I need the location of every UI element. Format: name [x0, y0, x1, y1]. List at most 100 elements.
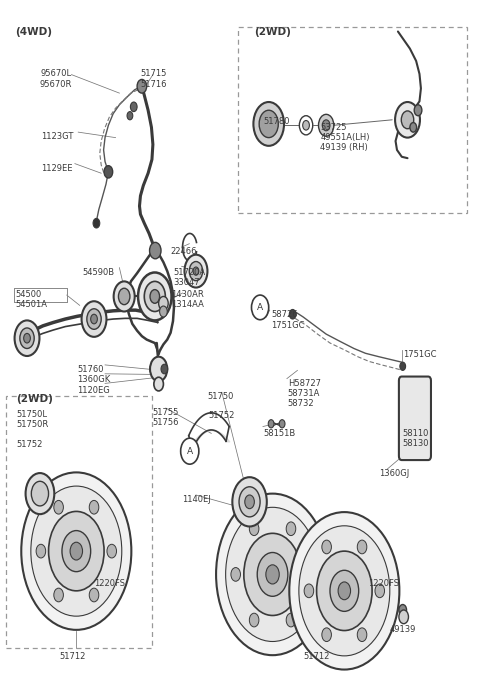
Circle shape	[150, 289, 159, 303]
Circle shape	[357, 540, 367, 554]
Circle shape	[399, 610, 408, 624]
Circle shape	[338, 582, 350, 600]
Text: 1430AR
1314AA: 1430AR 1314AA	[170, 289, 204, 309]
Circle shape	[289, 309, 296, 319]
Text: 95670L
95670R: 95670L 95670R	[39, 69, 72, 88]
Text: 54590B: 54590B	[82, 268, 114, 276]
Circle shape	[54, 588, 63, 602]
Text: (2WD): (2WD)	[254, 27, 291, 37]
Circle shape	[317, 551, 372, 630]
Text: 58110
58130: 58110 58130	[403, 429, 429, 448]
Circle shape	[82, 301, 107, 337]
Circle shape	[107, 544, 117, 558]
Circle shape	[323, 120, 330, 131]
Text: A: A	[257, 303, 263, 312]
Text: 51760
1360GK
1120EG: 51760 1360GK 1120EG	[77, 365, 110, 394]
Circle shape	[89, 500, 99, 514]
Circle shape	[403, 386, 410, 396]
Circle shape	[299, 525, 390, 656]
Circle shape	[131, 102, 137, 112]
Text: 22466: 22466	[170, 247, 197, 256]
Circle shape	[403, 442, 410, 452]
Text: 1220FS: 1220FS	[368, 579, 399, 588]
Circle shape	[231, 567, 240, 581]
Circle shape	[252, 295, 269, 320]
Circle shape	[375, 584, 384, 598]
Circle shape	[249, 522, 259, 536]
Text: 51752: 51752	[16, 440, 42, 449]
Circle shape	[184, 255, 207, 287]
Circle shape	[193, 267, 199, 275]
Circle shape	[300, 116, 313, 135]
Circle shape	[138, 272, 171, 320]
Circle shape	[25, 473, 54, 514]
Text: 51715
51716: 51715 51716	[141, 69, 167, 88]
Circle shape	[319, 115, 334, 137]
Circle shape	[395, 102, 420, 138]
Circle shape	[48, 512, 104, 591]
Text: A: A	[187, 447, 193, 456]
Circle shape	[304, 584, 314, 598]
Circle shape	[127, 112, 133, 120]
Circle shape	[289, 512, 399, 670]
Circle shape	[279, 420, 285, 428]
Circle shape	[14, 320, 39, 356]
Text: 54500
54501A: 54500 54501A	[15, 289, 47, 309]
Text: 1220FS: 1220FS	[94, 579, 125, 588]
Circle shape	[24, 333, 30, 343]
Circle shape	[257, 552, 288, 596]
Circle shape	[20, 328, 34, 348]
Circle shape	[62, 530, 91, 571]
Circle shape	[303, 121, 310, 130]
Circle shape	[245, 495, 254, 509]
Circle shape	[268, 420, 274, 428]
Circle shape	[158, 296, 168, 310]
Circle shape	[232, 477, 267, 526]
Circle shape	[36, 544, 46, 558]
Text: 53725
49551A(LH)
49139 (RH): 53725 49551A(LH) 49139 (RH)	[321, 123, 370, 152]
Circle shape	[410, 123, 417, 132]
Text: 51750: 51750	[208, 392, 234, 401]
Circle shape	[405, 406, 422, 431]
Text: 49139: 49139	[390, 625, 416, 634]
Text: 51712: 51712	[303, 652, 330, 661]
Circle shape	[305, 567, 314, 581]
Bar	[6, 396, 153, 648]
Circle shape	[54, 500, 63, 514]
Circle shape	[244, 533, 301, 615]
FancyBboxPatch shape	[399, 377, 431, 460]
Text: 51780: 51780	[263, 117, 289, 126]
Circle shape	[104, 166, 113, 178]
Circle shape	[414, 105, 422, 116]
Circle shape	[150, 357, 167, 381]
Text: 1123GT: 1123GT	[41, 132, 74, 141]
Text: 51752: 51752	[209, 412, 235, 421]
Circle shape	[87, 309, 101, 329]
Circle shape	[401, 111, 414, 129]
Circle shape	[249, 613, 259, 627]
Circle shape	[239, 487, 260, 517]
Circle shape	[322, 540, 331, 554]
Circle shape	[161, 364, 168, 374]
Circle shape	[144, 281, 165, 311]
Text: 58726
1751GC: 58726 1751GC	[271, 310, 305, 329]
Text: (4WD): (4WD)	[15, 27, 52, 37]
Circle shape	[119, 288, 130, 305]
Circle shape	[180, 438, 199, 464]
Circle shape	[150, 242, 161, 259]
Circle shape	[93, 218, 100, 228]
Text: H58727
58731A
58732: H58727 58731A 58732	[288, 379, 321, 408]
Circle shape	[216, 494, 329, 655]
Circle shape	[114, 281, 135, 311]
Circle shape	[154, 377, 163, 391]
Circle shape	[31, 482, 48, 506]
Text: 51720A
33047: 51720A 33047	[173, 268, 205, 287]
Circle shape	[399, 604, 407, 615]
Circle shape	[189, 261, 203, 281]
Circle shape	[31, 486, 122, 616]
Text: (2WD): (2WD)	[16, 394, 53, 404]
Circle shape	[91, 314, 97, 324]
Circle shape	[322, 628, 331, 641]
Bar	[238, 27, 468, 213]
Circle shape	[89, 588, 99, 602]
